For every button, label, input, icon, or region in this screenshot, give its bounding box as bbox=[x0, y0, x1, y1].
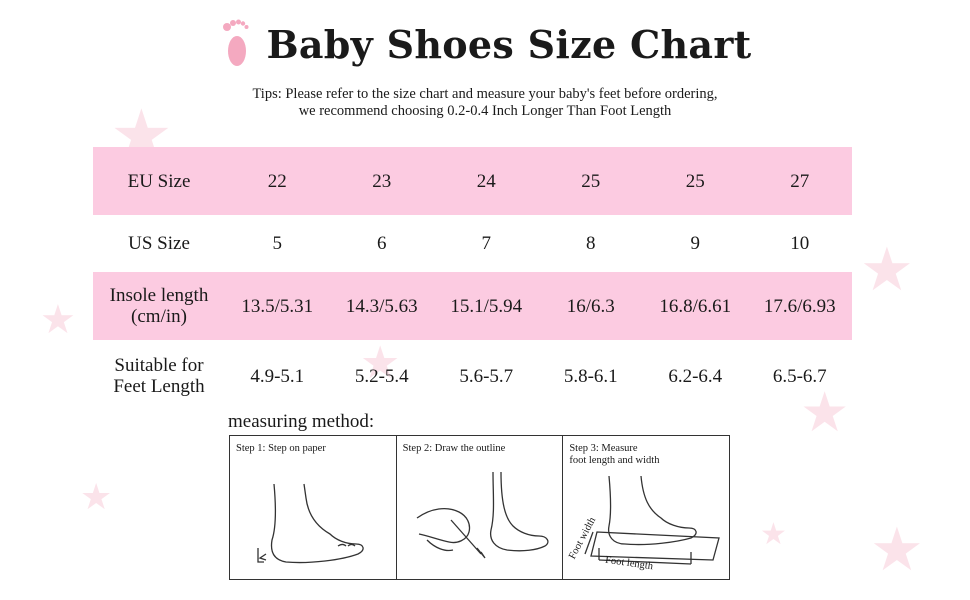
step-caption-line: Step 3: Measure bbox=[569, 443, 638, 454]
table-row-insole-length: Insole length (cm/in) 13.5/5.31 14.3/5.6… bbox=[93, 272, 852, 340]
step-caption: Step 2: Draw the outline bbox=[402, 443, 506, 454]
row-label: Insole length (cm/in) bbox=[93, 272, 225, 340]
row-label-line: (cm/in) bbox=[131, 306, 187, 327]
table-cell: 17.6/6.93 bbox=[747, 272, 852, 340]
row-label: EU Size bbox=[93, 147, 225, 215]
table-row-feet-length: Suitable for Feet Length 4.9-5.1 5.2-5.4… bbox=[93, 340, 852, 412]
star-decoration: ★ bbox=[80, 477, 113, 518]
row-label: US Size bbox=[128, 233, 190, 254]
table-cell: 27 bbox=[747, 147, 852, 215]
tips-line: Tips: Please refer to the size chart and… bbox=[252, 86, 718, 102]
star-decoration: ★ bbox=[760, 517, 787, 552]
step-1-panel: Step 1: Step on paper bbox=[230, 436, 397, 579]
step-caption-line: foot length and width bbox=[569, 455, 660, 466]
table-cell: 14.3/5.63 bbox=[329, 272, 434, 340]
table-cell: 25 bbox=[643, 147, 748, 215]
star-decoration: ★ bbox=[870, 515, 924, 585]
table-cell: 7 bbox=[481, 233, 492, 254]
step-3-panel: Step 3: Measure foot length and width Fo… bbox=[563, 436, 729, 579]
page-title: Baby Shoes Size Chart bbox=[266, 21, 752, 67]
table-row-us-size: US Size 5 6 7 8 9 10 bbox=[93, 215, 852, 272]
row-label: Suitable for Feet Length bbox=[93, 340, 225, 412]
table-cell: 13.5/5.31 bbox=[225, 272, 330, 340]
table-cell: 24 bbox=[434, 147, 539, 215]
table-cell: 9 bbox=[690, 233, 701, 254]
measuring-steps-panel: Step 1: Step on paper Step 2: Draw the o… bbox=[229, 435, 730, 580]
row-label-line: Insole length bbox=[109, 285, 209, 306]
table-cell: 5.6-5.7 bbox=[459, 365, 514, 387]
size-chart-table: EU Size 22 23 24 25 25 27 US Size 5 6 7 … bbox=[93, 147, 852, 412]
star-decoration: ★ bbox=[40, 297, 76, 343]
step-caption: Step 1: Step on paper bbox=[236, 443, 326, 454]
table-cell: 15.1/5.94 bbox=[434, 272, 539, 340]
table-cell: 5.8-6.1 bbox=[563, 365, 618, 387]
table-cell: 6.2-6.4 bbox=[668, 365, 723, 387]
table-cell: 6 bbox=[377, 233, 387, 254]
table-cell: 6.5-6.7 bbox=[772, 365, 827, 387]
foot-on-paper-illustration bbox=[257, 483, 364, 564]
measuring-method-label: measuring method: bbox=[228, 411, 375, 432]
table-cell: 23 bbox=[329, 147, 434, 215]
star-decoration: ★ bbox=[860, 235, 914, 305]
step-2-panel: Step 2: Draw the outline bbox=[397, 436, 564, 579]
step-caption: Step 3: Measure foot length and width bbox=[569, 443, 659, 467]
table-cell: 25 bbox=[538, 147, 643, 215]
table-row-eu-size: EU Size 22 23 24 25 25 27 bbox=[93, 147, 852, 215]
table-cell: 16.8/6.61 bbox=[643, 272, 748, 340]
measure-foot-illustration bbox=[584, 475, 721, 565]
row-label-line: Suitable for bbox=[114, 355, 204, 376]
footprint-icon bbox=[223, 19, 249, 66]
table-cell: 22 bbox=[225, 147, 330, 215]
table-cell: 10 bbox=[790, 233, 810, 254]
table-cell: 5 bbox=[272, 233, 283, 254]
table-cell: 8 bbox=[586, 233, 596, 254]
table-cell: 5.2-5.4 bbox=[354, 365, 409, 387]
draw-outline-illustration bbox=[416, 471, 549, 559]
row-label-line: Feet Length bbox=[113, 376, 205, 397]
tips-text: Tips: Please refer to the size chart and… bbox=[0, 86, 970, 120]
title-bar: Baby Shoes Size Chart bbox=[0, 18, 970, 70]
tips-line: we recommend choosing 0.2-0.4 Inch Longe… bbox=[298, 103, 672, 119]
table-cell: 4.9-5.1 bbox=[250, 365, 305, 387]
table-cell: 16/6.3 bbox=[538, 272, 643, 340]
